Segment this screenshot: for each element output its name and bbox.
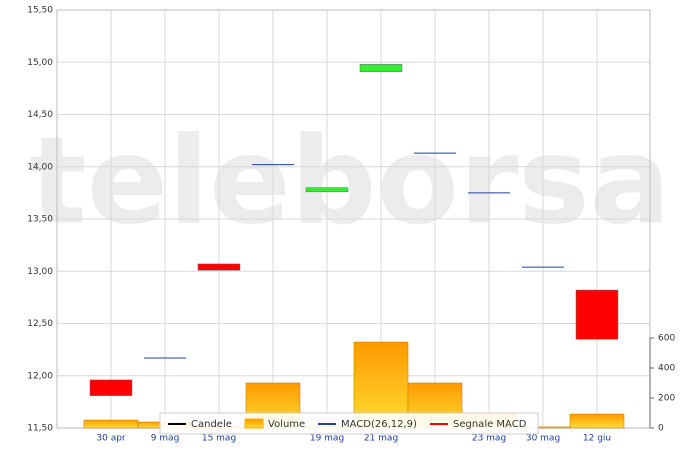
legend-label: Segnale MACD bbox=[453, 419, 527, 430]
legend-label: Volume bbox=[268, 419, 305, 430]
y-tick-label: 13,00 bbox=[27, 267, 53, 277]
candle bbox=[305, 187, 349, 193]
candle bbox=[359, 64, 403, 72]
legend-box bbox=[159, 412, 539, 435]
candle bbox=[575, 289, 619, 340]
y-tick-label: 14,00 bbox=[27, 162, 53, 172]
watermark: teleborsa bbox=[29, 113, 670, 252]
x-tick-label: 30 apr bbox=[96, 434, 126, 444]
y2-tick-label: 400 bbox=[658, 364, 675, 374]
x-tick-label: 9 mag bbox=[151, 434, 180, 444]
y-tick-label: 11,50 bbox=[27, 424, 53, 434]
candle bbox=[89, 379, 133, 396]
y2-tick-label: 0 bbox=[658, 424, 664, 434]
volume-bar bbox=[83, 419, 139, 429]
candle bbox=[197, 263, 241, 271]
x-tick-label: 21 mag bbox=[364, 434, 398, 444]
x-tick-label: 12 giu bbox=[583, 434, 611, 444]
volume-bar bbox=[569, 413, 625, 429]
x-tick-label: 15 mag bbox=[202, 434, 236, 444]
y-tick-label: 12,00 bbox=[27, 371, 53, 381]
y-tick-label: 12,50 bbox=[27, 319, 53, 329]
legend-label: MACD(26,12,9) bbox=[341, 419, 417, 430]
x-tick-label: 30 mag bbox=[526, 434, 560, 444]
y2-tick-label: 600 bbox=[658, 334, 675, 344]
x-tick-label: 23 mag bbox=[472, 434, 506, 444]
y-tick-label: 15,50 bbox=[27, 6, 53, 16]
y2-tick-label: 200 bbox=[658, 394, 675, 404]
y-tick-label: 13,50 bbox=[27, 215, 53, 225]
y-tick-label: 14,50 bbox=[27, 110, 53, 120]
x-tick-label: 19 mag bbox=[310, 434, 344, 444]
y-tick-label: 15,00 bbox=[27, 58, 53, 68]
legend-swatch bbox=[244, 418, 264, 429]
legend-label: Candele bbox=[191, 419, 232, 430]
